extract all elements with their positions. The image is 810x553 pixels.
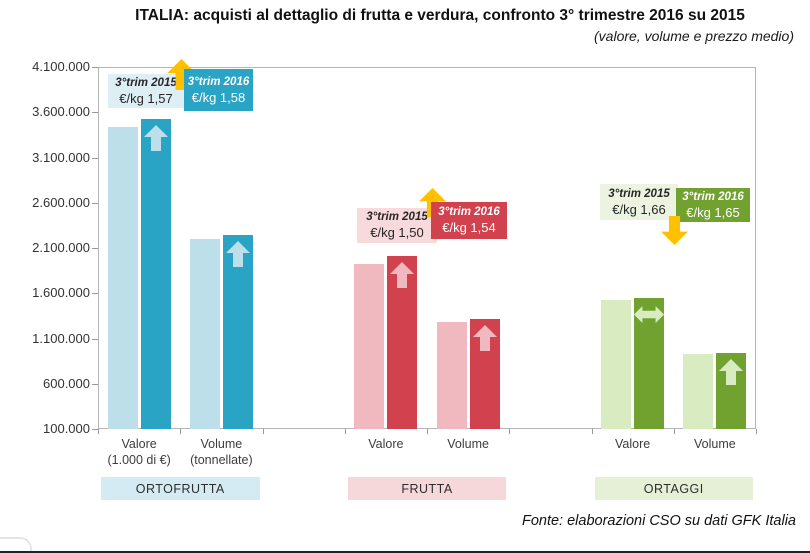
x-axis-label-ortofrutta-valore: Valore (1.000 di €): [79, 436, 199, 468]
x-axis-tick-mark: [509, 429, 511, 434]
callout-series-label: 3°trim 2016: [438, 206, 500, 218]
callout-price-label: €/kg 1,66: [612, 201, 666, 217]
y-axis-tick-label: 2.100.000: [32, 240, 90, 255]
callout-frutta-2015: 3°trim 2015 €/kg 1,50: [357, 208, 437, 243]
callout-ortaggi-2016: 3°trim 2016 €/kg 1,65: [676, 188, 750, 222]
y-axis-tick-label: 1.600.000: [32, 285, 90, 301]
callout-price-label: €/kg 1,50: [370, 225, 424, 240]
y-axis-tick-mark: [92, 248, 98, 249]
bar-ortaggi-volume-2015: [683, 353, 714, 429]
bar-ortaggi-valore-2016: [634, 298, 665, 429]
x-axis-label-ortaggi-volume: Volume: [655, 436, 775, 452]
x-axis-label-line: Volume: [200, 437, 243, 451]
y-axis-tick-mark: [92, 157, 98, 159]
corner-decoration: [0, 537, 32, 553]
callout-price-label: €/kg 1,54: [442, 220, 496, 235]
x-axis-tick-mark: [98, 429, 99, 434]
chart-title: ITALIA: acquisti al dettaglio di frutta …: [135, 7, 745, 24]
bar-frutta-valore-2015: [354, 263, 385, 429]
y-axis-tick-mark: [92, 338, 98, 340]
trend-up-icon: [472, 325, 497, 352]
callout-price-label: €/kg 1,65: [686, 204, 740, 220]
x-axis-label-line: Valore: [368, 437, 404, 451]
y-axis-tick-label: 600.000: [43, 375, 90, 391]
trend-up-icon: [719, 358, 744, 385]
x-axis-tick-mark: [427, 429, 428, 434]
x-axis-label-ortaggi-valore: Valore: [573, 436, 693, 452]
y-axis-tick-mark: [92, 293, 98, 295]
y-axis-tick-label: 1.100.000: [32, 330, 90, 346]
price-up-arrow-icon: [167, 59, 196, 90]
callout-ortaggi-2015: 3°trim 2015 €/kg 1,66: [600, 184, 678, 220]
x-axis-label-unit: (1.000 di €): [107, 453, 171, 467]
x-axis-tick-mark: [591, 429, 593, 434]
y-axis-tick-label: 2.600.000: [32, 194, 90, 210]
trend-up-icon: [390, 261, 415, 288]
callout-series-label: 3°trim 2015: [115, 76, 177, 89]
x-axis-label-line: Volume: [447, 437, 489, 451]
callout-frutta-2016: 3°trim 2016 €/kg 1,54: [431, 202, 507, 239]
bar-ortaggi-valore-2015: [601, 299, 632, 429]
y-axis-tick-mark: [92, 429, 98, 430]
bar-ortofrutta-volume-2016: [222, 235, 253, 429]
source-note: Fonte: elaborazioni CSO su dati GFK Ital…: [521, 513, 796, 529]
callout-series-label: 3°trim 2015: [366, 211, 428, 223]
chart-subtitle: (valore, volume e prezzo medio): [594, 28, 794, 44]
bar-ortofrutta-valore-2016: [140, 118, 171, 429]
price-down-arrow-icon: [661, 216, 688, 245]
trend-up-icon: [143, 124, 168, 151]
category-band-frutta: FRUTTA: [347, 477, 507, 500]
bottom-border-line: [0, 551, 810, 553]
callout-ortofrutta-2015: 3°trim 2015 €/kg 1,57: [108, 74, 184, 108]
y-axis-tick-mark: [92, 383, 98, 385]
callout-price-label: €/kg 1,57: [119, 90, 173, 106]
x-axis-label-frutta-valore: Valore: [326, 436, 446, 452]
x-axis-label-unit: (tonnellate): [190, 453, 253, 467]
callout-series-label: 3°trim 2015: [608, 187, 670, 200]
y-axis-tick-mark: [92, 202, 98, 204]
x-axis-tick-mark: [673, 429, 675, 434]
trend-up-icon: [225, 241, 250, 268]
trend-flat-icon: [634, 304, 665, 325]
x-axis-tick-mark: [344, 429, 346, 434]
x-axis-label-line: Volume: [694, 437, 736, 451]
y-axis-tick-label: 4.100.000: [32, 59, 90, 74]
x-axis-label-frutta-volume: Volume: [408, 436, 528, 452]
category-band-ortofrutta: ORTOFRUTTA: [101, 477, 260, 500]
callout-series-label: 3°trim 2016: [187, 75, 250, 88]
y-axis-tick-label: 3.100.000: [32, 149, 90, 165]
callout-ortofrutta-2016: 3°trim 2016 €/kg 1,58: [184, 69, 253, 111]
callout-price-label: €/kg 1,58: [191, 89, 246, 105]
bar-ortofrutta-volume-2015: [189, 238, 220, 429]
y-axis-tick-label: 100.000: [43, 421, 90, 436]
bar-ortofrutta-valore-2015: [107, 126, 138, 429]
x-axis-tick-mark: [262, 429, 264, 434]
y-axis-tick-mark: [92, 67, 98, 68]
y-axis-tick-mark: [92, 112, 98, 114]
x-axis-label-line: Valore: [121, 437, 157, 451]
x-axis-label-ortofrutta-volume: Volume (tonnellate): [161, 436, 281, 468]
category-band-ortaggi: ORTAGGI: [594, 477, 753, 500]
callout-series-label: 3°trim 2016: [682, 190, 744, 203]
x-axis-tick-mark: [180, 429, 182, 434]
x-axis-tick-mark: [756, 429, 757, 434]
y-axis-tick-label: 3.600.000: [32, 104, 90, 120]
bar-frutta-volume-2015: [436, 321, 467, 429]
x-axis-label-line: Valore: [615, 437, 651, 451]
